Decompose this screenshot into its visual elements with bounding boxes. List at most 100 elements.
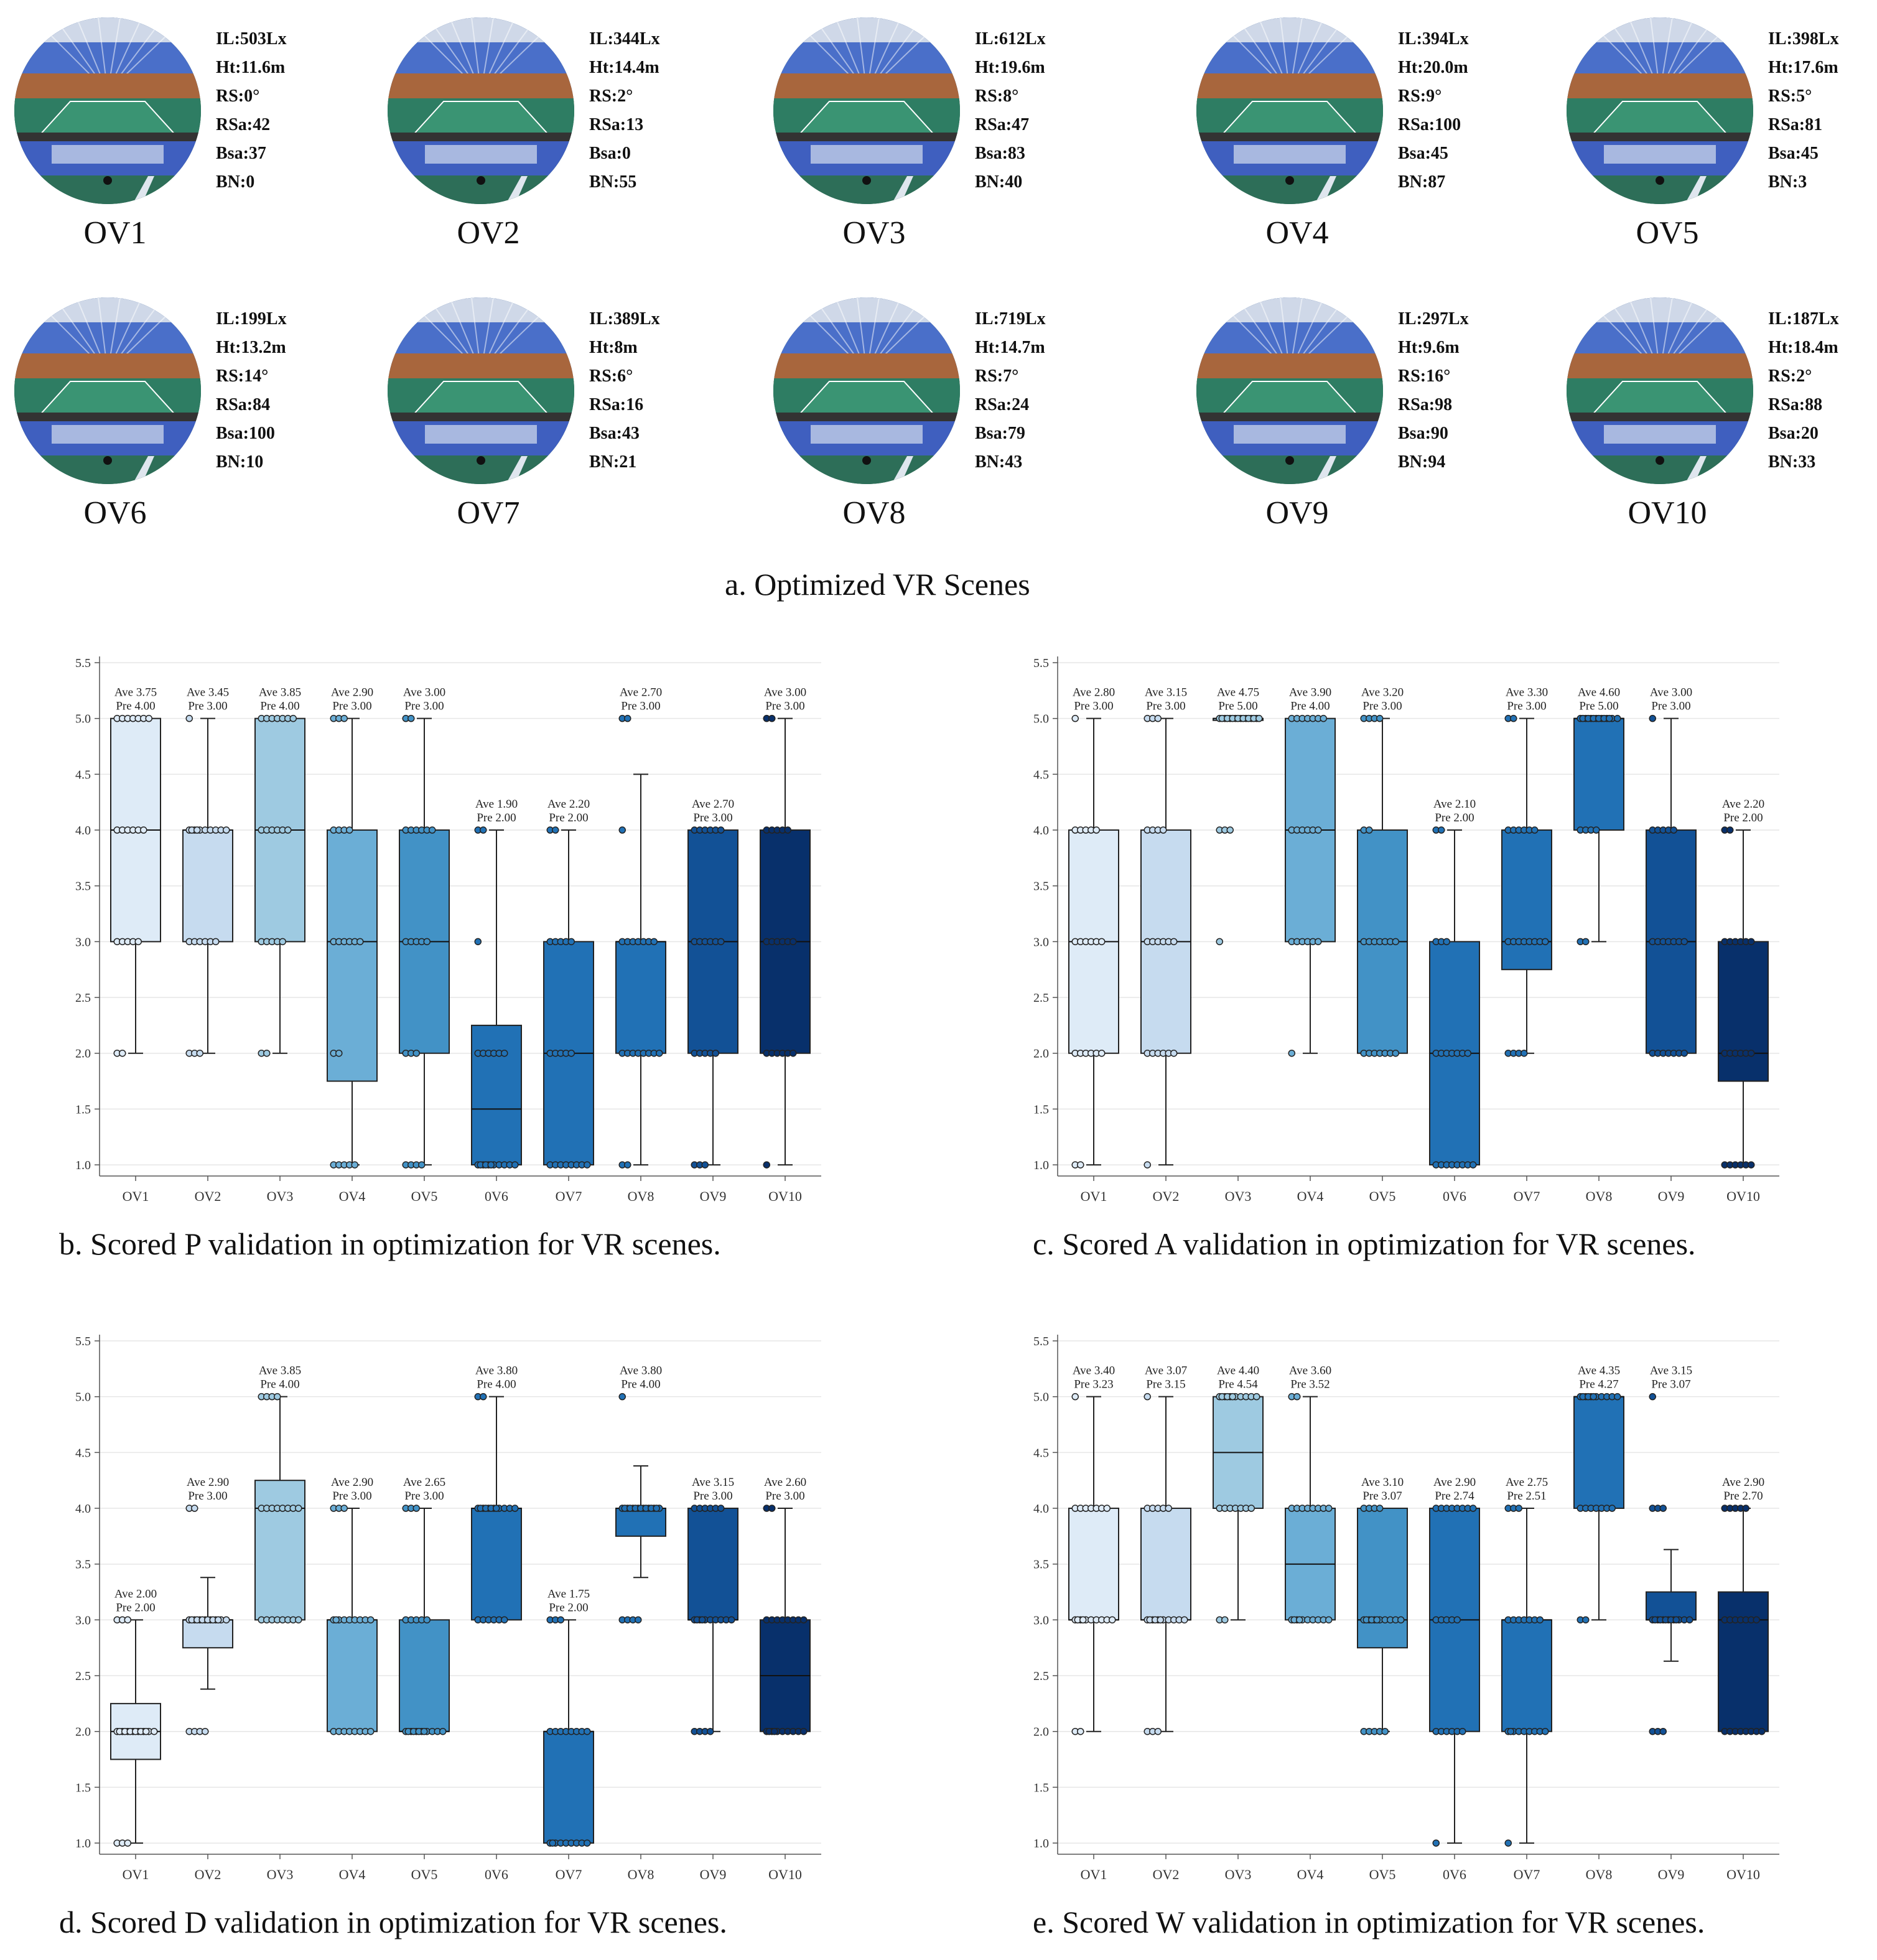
- data-point: [332, 1616, 340, 1624]
- x-tick-label: OV5: [1369, 1188, 1396, 1204]
- data-point: [1181, 1616, 1188, 1624]
- data-point: [423, 938, 431, 946]
- average-label: Ave 1.75: [547, 1587, 590, 1600]
- data-point: [1325, 1505, 1333, 1512]
- average-label: Ave 2.90: [1722, 1476, 1764, 1489]
- data-point: [1170, 938, 1178, 946]
- y-tick-label: 2.0: [1033, 1725, 1049, 1739]
- prediction-label: Pre 4.00: [260, 1378, 299, 1391]
- scene-label: OV2: [457, 215, 520, 251]
- x-tick-label: OV9: [1658, 1188, 1685, 1204]
- scene-param: IL:398Lx: [1768, 29, 1839, 49]
- data-point: [1753, 1616, 1760, 1624]
- x-tick-label: OV10: [1726, 1188, 1760, 1204]
- x-tick-label: OV8: [1586, 1188, 1613, 1204]
- data-point: [1373, 1616, 1381, 1624]
- scene-label: OV8: [842, 495, 906, 531]
- prediction-label: Pre 2.00: [1435, 811, 1474, 824]
- scene-param: RSa:13: [589, 115, 644, 134]
- prediction-label: Pre 3.00: [765, 1490, 804, 1503]
- scene-parameters: IL:719Lx Ht:14.7m RS:7° RSa:24 Bsa:79 BN:43: [975, 305, 1046, 477]
- chart-d: 1.0 1.5 2.0 2.5 3.0 3.5 4.0 4.5 5.0 5.5 Ave 2.00 Pr…: [37, 1316, 834, 1888]
- box-iqr: [1573, 717, 1624, 831]
- prediction-label: Pre 2.00: [477, 811, 516, 824]
- scene-param: IL:187Lx: [1768, 309, 1839, 329]
- scene-ov2: IL:344Lx Ht:14.4m RS:2° RSa:13 Bsa:0 BN:55 OV2: [376, 6, 750, 280]
- data-point: [768, 1505, 776, 1512]
- data-point: [193, 826, 201, 834]
- data-point: [474, 938, 482, 946]
- x-tick-label: OV5: [411, 1867, 438, 1882]
- prediction-label: Pre 3.15: [1146, 1378, 1185, 1391]
- box-iqr: [182, 829, 233, 943]
- data-point: [701, 1161, 709, 1169]
- scene-param: Bsa:45: [1398, 144, 1448, 163]
- data-point: [1255, 714, 1263, 722]
- scene-param: Ht:14.7m: [975, 338, 1045, 357]
- data-point: [1157, 1616, 1164, 1624]
- prediction-label: Pre 3.00: [693, 1490, 732, 1503]
- scene-param: IL:199Lx: [216, 309, 287, 329]
- data-point: [185, 714, 193, 722]
- x-tick-label: OV10: [768, 1867, 802, 1882]
- data-point: [284, 826, 292, 834]
- scene-param: IL:719Lx: [975, 309, 1046, 329]
- x-tick-label: OV5: [1369, 1867, 1396, 1882]
- data-point: [279, 938, 286, 946]
- data-point: [784, 826, 791, 834]
- data-point: [1092, 826, 1100, 834]
- data-point: [1216, 938, 1223, 946]
- x-tick-label: OV2: [1153, 1188, 1180, 1204]
- y-tick-label: 5.5: [75, 656, 91, 670]
- prediction-label: Pre 2.74: [1435, 1490, 1474, 1503]
- data-point: [768, 714, 776, 722]
- data-point: [1649, 1393, 1656, 1401]
- box-iqr: [471, 1024, 522, 1166]
- data-point: [1659, 1727, 1667, 1735]
- data-point: [650, 938, 658, 946]
- data-point: [340, 714, 348, 722]
- data-point: [1143, 1161, 1151, 1169]
- prediction-label: Pre 3.00: [1074, 700, 1113, 713]
- data-point: [1247, 1505, 1255, 1512]
- data-point: [1098, 938, 1106, 946]
- data-point: [1325, 1616, 1333, 1624]
- y-tick-label: 2.5: [1033, 1669, 1049, 1683]
- scene-param: RS:8°: [975, 86, 1019, 106]
- scene-param: RS:5°: [1768, 86, 1812, 106]
- x-tick-label: OV3: [1225, 1867, 1252, 1882]
- scene-param: RSa:100: [1398, 115, 1461, 134]
- box-iqr: [1357, 1508, 1408, 1649]
- prediction-label: Pre 2.00: [116, 1601, 155, 1614]
- data-point: [439, 1727, 447, 1735]
- average-label: Ave 2.20: [547, 798, 590, 811]
- scene-thumbnail: [773, 297, 960, 484]
- prediction-label: Pre 4.00: [116, 700, 155, 713]
- box-iqr: [543, 1730, 594, 1844]
- x-tick-label: OV2: [1153, 1867, 1180, 1882]
- prediction-label: Pre 2.00: [549, 1601, 588, 1614]
- scene-label: OV4: [1265, 215, 1329, 251]
- prediction-label: Pre 4.00: [1290, 700, 1330, 713]
- average-label: Ave 3.85: [259, 686, 301, 699]
- prediction-label: Pre 3.00: [188, 1490, 227, 1503]
- data-point: [624, 1161, 631, 1169]
- y-tick-label: 2.0: [75, 1047, 91, 1061]
- x-tick-label: OV7: [556, 1188, 582, 1204]
- prediction-label: Pre 3.00: [1362, 700, 1402, 713]
- data-point: [1680, 1049, 1688, 1057]
- data-point: [501, 1049, 508, 1057]
- data-point: [1464, 1049, 1471, 1057]
- average-label: Ave 2.00: [114, 1587, 157, 1600]
